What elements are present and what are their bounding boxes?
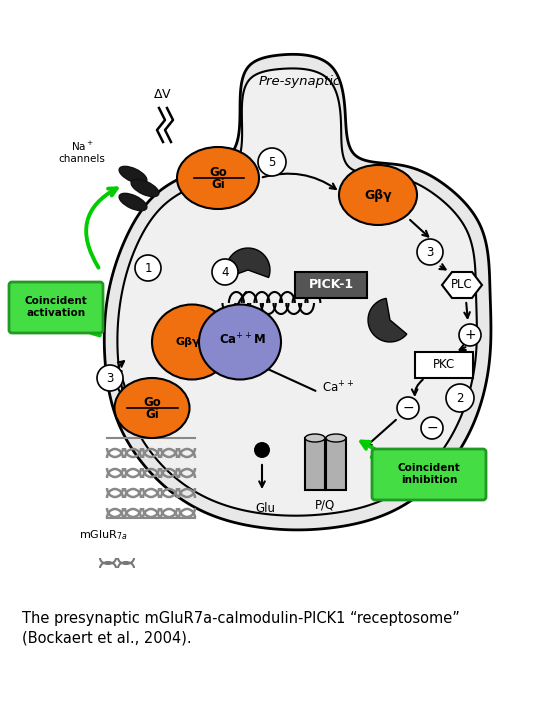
Bar [415, 352, 473, 378]
Text: mGluR$_{7a}$: mGluR$_{7a}$ [79, 528, 127, 542]
Ellipse shape [199, 305, 281, 379]
FancyBboxPatch shape [372, 449, 486, 500]
Text: P/Q: P/Q [315, 498, 335, 511]
Text: PKC: PKC [433, 359, 455, 372]
Text: Gβγ: Gβγ [364, 189, 392, 202]
Text: Ca$^{++}$: Ca$^{++}$ [322, 380, 354, 396]
Polygon shape [104, 54, 491, 530]
Ellipse shape [119, 194, 147, 211]
Text: Gi: Gi [145, 408, 159, 420]
Text: Ca$^{++}$M: Ca$^{++}$M [219, 333, 265, 348]
Ellipse shape [131, 179, 159, 197]
Text: PICK-1: PICK-1 [308, 279, 354, 292]
Circle shape [446, 384, 474, 412]
Ellipse shape [114, 378, 190, 438]
Bar [305, 438, 325, 490]
Circle shape [421, 417, 443, 439]
Circle shape [97, 365, 123, 391]
Text: −: − [426, 421, 438, 435]
Text: (Bockaert et al., 2004).: (Bockaert et al., 2004). [22, 631, 192, 646]
Circle shape [258, 148, 286, 176]
Ellipse shape [339, 165, 417, 225]
Polygon shape [368, 298, 407, 342]
Text: Pre-synaptic: Pre-synaptic [259, 76, 341, 89]
Circle shape [417, 239, 443, 265]
Ellipse shape [326, 434, 346, 442]
Circle shape [212, 259, 238, 285]
Bar [326, 438, 346, 490]
Text: Coincident
activation: Coincident activation [25, 296, 87, 318]
Text: 4: 4 [221, 266, 229, 279]
Text: Na$^+$
channels: Na$^+$ channels [58, 140, 105, 164]
Text: 2: 2 [456, 392, 464, 405]
FancyBboxPatch shape [9, 282, 103, 333]
Text: +: + [464, 328, 476, 342]
Text: Coincident
inhibition: Coincident inhibition [397, 463, 461, 485]
Text: Go: Go [143, 395, 161, 408]
Polygon shape [117, 68, 477, 516]
Ellipse shape [177, 147, 259, 209]
Ellipse shape [305, 434, 325, 442]
Text: The presynaptic mGluR7a-calmodulin-PICK1 “receptosome”: The presynaptic mGluR7a-calmodulin-PICK1… [22, 611, 460, 626]
Polygon shape [226, 248, 270, 277]
Text: Go: Go [209, 166, 227, 179]
Text: PLC: PLC [451, 279, 473, 292]
Polygon shape [442, 272, 482, 298]
Ellipse shape [152, 305, 232, 379]
Text: 3: 3 [106, 372, 114, 384]
Bar [295, 272, 367, 298]
Text: 5: 5 [268, 156, 276, 168]
Text: 3: 3 [426, 246, 434, 258]
Text: Glu: Glu [255, 502, 275, 515]
Text: 1: 1 [144, 261, 152, 274]
Circle shape [135, 255, 161, 281]
Text: Gβγ: Gβγ [176, 337, 200, 347]
Circle shape [254, 442, 270, 458]
Text: Gi: Gi [211, 178, 225, 191]
Text: $\Delta$V: $\Delta$V [153, 89, 172, 102]
Ellipse shape [119, 166, 147, 184]
Circle shape [397, 397, 419, 419]
Text: −: − [402, 401, 414, 415]
Circle shape [459, 324, 481, 346]
